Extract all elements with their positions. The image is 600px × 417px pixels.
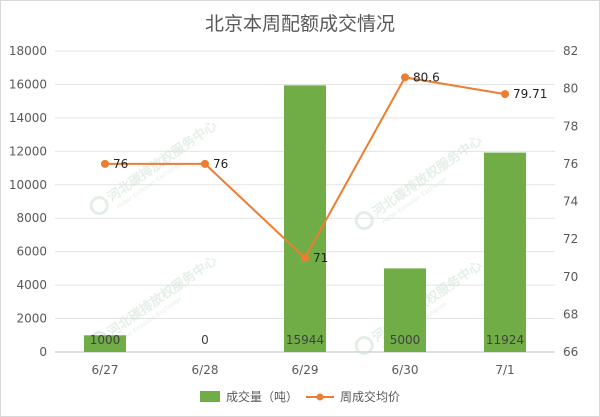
y-left-tick-label: 12000 xyxy=(9,144,47,158)
bar xyxy=(384,268,426,352)
line-point xyxy=(401,73,409,82)
x-tick-label: 6/27 xyxy=(92,363,119,377)
line-data-label: 76 xyxy=(213,157,228,171)
bar-data-label: 1000 xyxy=(90,333,121,347)
line-point xyxy=(301,253,309,262)
y-right-tick-label: 80 xyxy=(563,82,578,96)
y-right-tick-label: 78 xyxy=(563,119,578,133)
line-data-label: 79.71 xyxy=(513,87,547,101)
y-left-tick-label: 8000 xyxy=(16,211,47,225)
bar-data-label: 5000 xyxy=(390,333,421,347)
axis-ticks: 0200040006000800010000120001400016000180… xyxy=(9,44,578,377)
legend-bar-label: 成交量（吨） xyxy=(226,389,298,404)
legend-bar-swatch xyxy=(200,391,220,402)
y-left-tick-label: 18000 xyxy=(9,44,47,58)
y-left-tick-label: 0 xyxy=(39,345,47,359)
y-right-tick-label: 70 xyxy=(563,270,578,284)
y-right-tick-label: 82 xyxy=(563,44,578,58)
bar-data-label: 0 xyxy=(201,333,209,347)
bar-data-label: 11924 xyxy=(486,333,524,347)
y-left-tick-label: 2000 xyxy=(16,312,47,326)
legend: 成交量（吨） 周成交均价 xyxy=(200,389,400,404)
y-right-tick-label: 66 xyxy=(563,345,578,359)
line-data-label: 80.6 xyxy=(413,70,440,84)
watermark-logo xyxy=(354,336,374,356)
line-series: 76 76 71 80.6 79.71 xyxy=(101,70,547,265)
gridlines xyxy=(55,50,555,353)
watermark-logo xyxy=(89,196,109,216)
bar xyxy=(84,335,126,352)
watermark-text: 河北碳排放权服务中心 xyxy=(369,133,485,221)
bar-data-label: 15944 xyxy=(286,333,324,347)
y-left-tick-label: 10000 xyxy=(9,178,47,192)
y-right-tick-label: 74 xyxy=(563,195,578,209)
line-data-label: 71 xyxy=(313,251,328,265)
line-point xyxy=(101,159,109,168)
x-tick-label: 6/30 xyxy=(392,363,419,377)
y-left-tick-label: 6000 xyxy=(16,245,47,259)
line-point xyxy=(201,159,209,168)
x-tick-label: 6/29 xyxy=(292,363,319,377)
legend-line-label: 周成交均价 xyxy=(340,389,400,404)
y-left-tick-label: 4000 xyxy=(16,278,47,292)
x-tick-label: 6/28 xyxy=(192,363,219,377)
line-data-label: 76 xyxy=(113,157,128,171)
y-left-tick-label: 16000 xyxy=(9,77,47,91)
y-right-tick-label: 76 xyxy=(563,157,578,171)
chart-title: 北京本周配额成交情况 xyxy=(205,13,395,35)
watermark-logo xyxy=(354,211,374,231)
y-right-tick-label: 72 xyxy=(563,232,578,246)
legend-line-marker xyxy=(316,393,324,401)
x-tick-label: 7/1 xyxy=(495,363,514,377)
bar xyxy=(484,152,526,352)
bar xyxy=(284,85,326,352)
bar-series: 1000 0 15944 5000 11924 xyxy=(84,85,526,352)
y-left-tick-label: 14000 xyxy=(9,111,47,125)
y-right-tick-label: 68 xyxy=(563,307,578,321)
watermark-text: 河北碳排放权服务中心 xyxy=(104,253,220,341)
line-point xyxy=(501,90,509,99)
